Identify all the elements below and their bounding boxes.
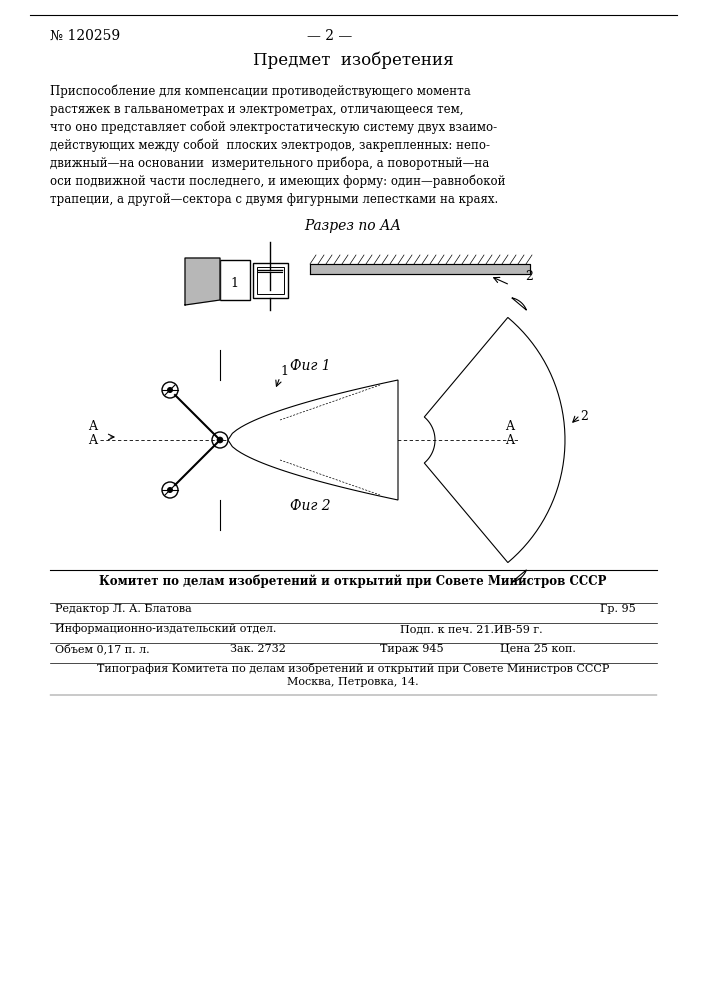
Text: Приспособление для компенсации противодействующего момента: Приспособление для компенсации противоде… (50, 85, 471, 98)
Circle shape (167, 387, 173, 393)
Text: A: A (88, 434, 97, 447)
Text: Информационно-издательский отдел.: Информационно-издательский отдел. (55, 623, 276, 634)
Bar (252, 262, 288, 298)
Circle shape (167, 487, 173, 493)
Text: действующих между собой  плоских электродов, закрепленных: непо-: действующих между собой плоских электрод… (50, 138, 490, 152)
Text: Москва, Петровка, 14.: Москва, Петровка, 14. (287, 677, 419, 687)
Text: 1: 1 (230, 277, 238, 290)
Text: Фиг 1: Фиг 1 (290, 359, 331, 373)
Text: движный—на основании  измерительного прибора, а поворотный—на: движный—на основании измерительного приб… (50, 156, 489, 170)
Text: оси подвижной части последнего, и имеющих форму: один—равнобокой: оси подвижной части последнего, и имеющи… (50, 174, 506, 188)
Text: что оно представляет собой электростатическую систему двух взаимо-: что оно представляет собой электростатич… (50, 120, 497, 134)
Text: — 2 —: — 2 — (308, 29, 353, 43)
Polygon shape (424, 317, 565, 563)
Text: Зак. 2732: Зак. 2732 (230, 644, 286, 654)
Polygon shape (310, 264, 530, 274)
Text: 2: 2 (525, 270, 533, 283)
Text: 1: 1 (280, 365, 288, 378)
Text: Подп. к печ. 21.ИВ-59 г.: Подп. к печ. 21.ИВ-59 г. (400, 624, 543, 634)
Text: A: A (505, 434, 514, 447)
Polygon shape (228, 380, 398, 500)
Circle shape (217, 437, 223, 443)
Text: Типография Комитета по делам изобретений и открытий при Совете Министров СССР: Типография Комитета по делам изобретений… (97, 663, 609, 674)
Text: Гр. 95: Гр. 95 (600, 604, 636, 614)
Text: Цена 25 коп.: Цена 25 коп. (500, 644, 576, 654)
Text: Редактор Л. А. Блатова: Редактор Л. А. Блатова (55, 604, 192, 614)
Text: 2: 2 (580, 410, 588, 423)
Bar (257, 266, 284, 294)
Text: Тираж 945: Тираж 945 (380, 644, 443, 654)
Polygon shape (185, 258, 220, 305)
Polygon shape (512, 570, 527, 582)
Text: A: A (88, 420, 97, 433)
Polygon shape (512, 298, 527, 310)
Text: растяжек в гальванометрах и электрометрах, отличающееся тем,: растяжек в гальванометрах и электрометра… (50, 103, 464, 116)
Text: трапеции, а другой—сектора с двумя фигурными лепестками на краях.: трапеции, а другой—сектора с двумя фигур… (50, 193, 498, 206)
Text: Разрез по АА: Разрез по АА (305, 219, 402, 233)
Text: Фиг 2: Фиг 2 (290, 499, 331, 513)
Text: Предмет  изобретения: Предмет изобретения (252, 51, 453, 69)
Text: Объем 0,17 п. л.: Объем 0,17 п. л. (55, 643, 150, 654)
Text: A: A (505, 420, 514, 433)
Text: № 120259: № 120259 (50, 29, 120, 43)
Text: Комитет по делам изобретений и открытий при Совете Министров СССР: Комитет по делам изобретений и открытий … (99, 574, 607, 588)
Bar (220, 260, 250, 300)
